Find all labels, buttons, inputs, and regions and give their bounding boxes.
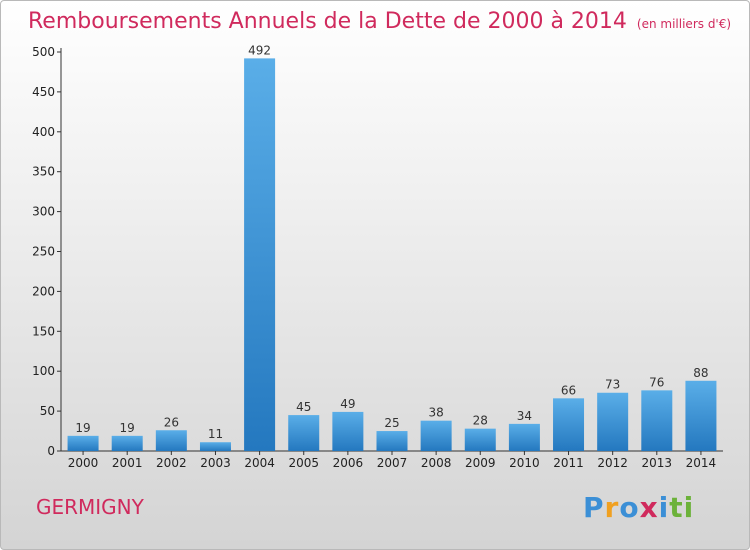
x-tick-label-2002: 2002 (156, 456, 187, 470)
bar-2011 (553, 398, 585, 451)
chart-labels: 19 2000 19 2001 26 2002 11 2003 492 2004 45 2005 49 2… (68, 43, 716, 470)
value-label-2001: 19 (120, 421, 135, 435)
value-label-2004: 492 (248, 43, 271, 57)
y-tick-label: 450 (32, 85, 55, 99)
logo-letter: o (619, 491, 640, 524)
bar-2006 (332, 411, 364, 451)
y-tick-label: 100 (32, 364, 55, 378)
y-tick-label: 250 (32, 245, 55, 259)
bar-2009 (464, 428, 496, 451)
logo-letter: r (604, 491, 620, 524)
x-tick-label-2009: 2009 (465, 456, 496, 470)
y-tick-label: 500 (32, 45, 55, 59)
y-tick-label: 50 (40, 404, 55, 418)
y-tick-label: 200 (32, 284, 55, 298)
x-tick-label-2014: 2014 (686, 456, 717, 470)
x-tick-label-2003: 2003 (200, 456, 231, 470)
x-tick-label-2011: 2011 (553, 456, 584, 470)
y-tick-label: 300 (32, 205, 55, 219)
x-tick-label-2006: 2006 (333, 456, 364, 470)
value-label-2011: 66 (561, 383, 576, 397)
bar-2002 (155, 430, 187, 451)
value-label-2006: 49 (340, 397, 355, 411)
value-label-2012: 73 (605, 378, 620, 392)
value-label-2014: 88 (693, 366, 708, 380)
x-tick-label-2008: 2008 (421, 456, 452, 470)
logo-letter: x (639, 491, 659, 524)
logo-letter: P (583, 491, 605, 524)
x-tick-label-2013: 2013 (642, 456, 673, 470)
x-tick-label-2001: 2001 (112, 456, 143, 470)
value-label-2000: 19 (75, 421, 90, 435)
bar-2014 (685, 380, 717, 451)
logo-letter: i (658, 491, 670, 524)
bar-2004 (244, 58, 276, 451)
y-tick-label: 0 (47, 444, 55, 458)
y-tick-label: 150 (32, 324, 55, 338)
chart-unit-note: (en milliers d'€) (636, 17, 732, 31)
chart-bars (67, 58, 717, 451)
proxiti-logo: Proxiti (583, 491, 694, 524)
bar-2013 (641, 390, 673, 451)
value-label-2003: 11 (208, 427, 223, 441)
bar-2008 (420, 420, 452, 451)
value-label-2009: 28 (473, 414, 488, 428)
value-label-2010: 34 (517, 409, 532, 423)
chart-title-text: Remboursements Annuels de la Dette de 20… (28, 9, 627, 34)
x-tick-label-2012: 2012 (597, 456, 628, 470)
y-tick-label: 400 (32, 125, 55, 139)
logo-letter: t (669, 491, 684, 524)
bar-2010 (508, 423, 540, 451)
chart-title: Remboursements Annuels de la Dette de 20… (28, 9, 731, 34)
logo-letter: i (683, 491, 695, 524)
x-tick-label-2005: 2005 (288, 456, 319, 470)
value-label-2008: 38 (428, 406, 443, 420)
x-tick-label-2000: 2000 (68, 456, 99, 470)
bar-2012 (597, 392, 629, 451)
y-tick-label: 350 (32, 165, 55, 179)
x-tick-label-2004: 2004 (244, 456, 275, 470)
chart-axes: 0 50 100 150 200 250 300 350 400 450 500 (32, 45, 723, 458)
value-label-2013: 76 (649, 375, 664, 389)
bar-2003 (199, 442, 231, 451)
value-label-2002: 26 (164, 415, 179, 429)
bar-2005 (288, 415, 320, 451)
value-label-2005: 45 (296, 400, 311, 414)
bar-2000 (67, 435, 99, 451)
value-label-2007: 25 (384, 416, 399, 430)
bar-2007 (376, 431, 408, 451)
location-name: GERMIGNY (36, 495, 144, 519)
x-tick-label-2007: 2007 (377, 456, 408, 470)
x-tick-label-2010: 2010 (509, 456, 540, 470)
bar-2001 (111, 435, 143, 451)
